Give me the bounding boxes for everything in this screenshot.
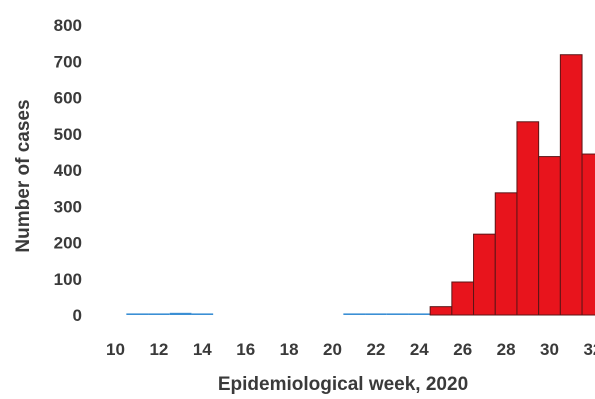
bar (148, 313, 170, 315)
bar (516, 121, 540, 316)
y-tick-label: 600 (54, 89, 82, 108)
bar (538, 156, 561, 316)
x-tick-label: 12 (149, 340, 168, 359)
x-tick-label: 24 (410, 340, 429, 359)
x-tick-label: 18 (280, 340, 299, 359)
x-tick-label: 28 (497, 340, 516, 359)
bar (365, 313, 387, 315)
x-axis-title: Epidemiological week, 2020 (218, 374, 468, 394)
bar (494, 192, 518, 316)
bar (191, 313, 214, 315)
x-tick-label: 32 (583, 340, 595, 359)
x-tick-label: 26 (453, 340, 472, 359)
x-tick-label: 14 (193, 340, 212, 359)
bar (126, 313, 149, 315)
x-tick-label: 16 (236, 340, 255, 359)
y-tick-label: 700 (54, 52, 82, 71)
y-tick-label: 500 (54, 125, 82, 144)
y-tick-label: 0 (73, 306, 82, 325)
bar (581, 153, 595, 316)
x-tick-label: 30 (540, 340, 559, 359)
bar (559, 54, 583, 316)
x-tick-label: 20 (323, 340, 342, 359)
bar (343, 313, 366, 315)
bar (429, 306, 453, 316)
y-axis-title: Number of cases (13, 99, 34, 252)
y-tick-label: 200 (54, 234, 82, 253)
y-tick-label: 100 (54, 270, 82, 289)
plot-area: 0 100 200 300 400 500 600 700 800 10 12 14 16 18 20 22 2… (54, 16, 595, 359)
bar (451, 281, 475, 316)
y-tick-label: 400 (54, 161, 82, 180)
bar (408, 313, 431, 315)
bar (169, 312, 192, 315)
x-tick-label: 10 (106, 340, 125, 359)
bar (386, 313, 409, 315)
x-tick-label: 22 (366, 340, 385, 359)
y-tick-label: 800 (54, 16, 82, 35)
bar (473, 233, 496, 316)
y-tick-label: 300 (54, 197, 82, 216)
